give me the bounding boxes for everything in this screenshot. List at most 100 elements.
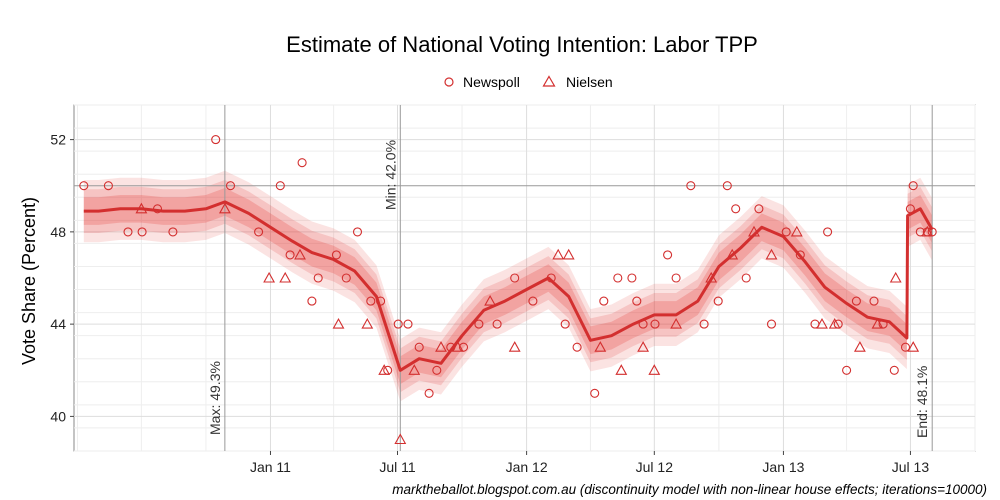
nielsen-point — [748, 225, 760, 237]
newspoll-point — [699, 319, 709, 329]
nielsen-point — [279, 271, 292, 283]
nielsen-point — [361, 317, 374, 329]
reference-lines: Max: 49.3% Min: 42.0% End: 48.1% — [74, 105, 975, 451]
reference-line-label: Max: 49.3% — [207, 361, 223, 435]
x-tick-label: Jul 11 — [379, 459, 416, 475]
newspoll-point — [510, 273, 520, 283]
caption: marktheballot.blogspot.com.au (discontin… — [392, 482, 987, 497]
y-tick-label: 52 — [50, 132, 66, 148]
nielsen-point — [871, 317, 884, 329]
newspoll-point — [403, 319, 413, 329]
confidence-band — [83, 188, 907, 385]
grid — [74, 104, 976, 452]
newspoll-point — [627, 273, 637, 283]
y-tick-label: 44 — [50, 316, 66, 332]
nielsen-point — [921, 225, 934, 237]
newspoll-point — [889, 365, 899, 375]
newspoll-point — [823, 227, 833, 237]
legend: Newspoll Nielsen — [444, 74, 613, 90]
newspoll-point — [285, 250, 295, 260]
x-tick-label: Jan 12 — [506, 459, 548, 475]
x-tick-label: Jul 12 — [636, 459, 674, 475]
newspoll-point — [152, 204, 163, 214]
poll-points — [79, 135, 937, 445]
nielsen-point — [907, 341, 920, 352]
nielsen-point — [135, 202, 148, 214]
nielsen-point — [648, 364, 661, 375]
newspoll-point — [123, 227, 133, 237]
nielsen-point — [451, 341, 464, 352]
newspoll-point — [137, 227, 147, 237]
newspoll-point — [671, 273, 681, 283]
legend-nielsen-marker — [542, 75, 556, 87]
trend-line-group — [83, 200, 934, 372]
newspoll-point — [638, 319, 648, 329]
newspoll-point — [795, 250, 805, 260]
newspoll-point — [393, 319, 403, 329]
newspoll-point — [686, 181, 696, 191]
newspoll-point — [474, 319, 484, 329]
newspoll-point — [307, 296, 317, 306]
nielsen-point — [853, 341, 866, 352]
nielsen-point — [394, 433, 407, 445]
confidence-band — [907, 177, 933, 261]
newspoll-point — [663, 250, 673, 260]
legend-newspoll-marker — [444, 77, 454, 87]
nielsen-point — [765, 248, 778, 260]
y-axis-title: Vote Share (Percent) — [19, 197, 39, 365]
newspoll-point — [103, 181, 113, 191]
newspoll-point — [254, 227, 264, 237]
newspoll-point — [528, 296, 538, 306]
newspoll-point — [341, 273, 351, 283]
nielsen-point — [508, 341, 521, 352]
newspoll-point — [79, 181, 89, 191]
nielsen-point — [294, 248, 306, 260]
x-tick-label: Jan 13 — [762, 459, 804, 475]
newspoll-point — [851, 296, 861, 306]
newspoll-point — [613, 273, 623, 283]
nielsen-point — [816, 317, 828, 329]
nielsen-point — [615, 364, 628, 375]
newspoll-point — [366, 296, 376, 306]
newspoll-point — [650, 319, 660, 329]
newspoll-point — [781, 227, 791, 237]
trend-line — [83, 200, 934, 372]
newspoll-point — [168, 227, 178, 237]
nielsen-point — [828, 317, 841, 329]
reference-line-label: Min: 42.0% — [382, 140, 398, 210]
newspoll-point — [754, 204, 764, 214]
newspoll-point — [869, 296, 879, 306]
nielsen-point — [790, 225, 803, 237]
newspoll-point — [731, 204, 741, 214]
newspoll-point — [458, 342, 469, 352]
legend-nielsen-label: Nielsen — [566, 74, 613, 90]
newspoll-point — [297, 158, 307, 168]
newspoll-point — [432, 365, 442, 375]
newspoll-point — [900, 342, 911, 352]
confidence-bands — [83, 170, 933, 402]
newspoll-point — [414, 342, 424, 352]
newspoll-point — [908, 181, 918, 191]
nielsen-point — [332, 317, 345, 329]
nielsen-point — [408, 364, 421, 375]
nielsen-point — [637, 341, 650, 352]
newspoll-point — [331, 250, 341, 260]
y-tick-label: 40 — [50, 408, 66, 424]
newspoll-point — [275, 181, 285, 191]
nielsen-point — [218, 202, 231, 214]
x-tick-label: Jul 13 — [892, 459, 930, 475]
newspoll-point — [376, 296, 386, 306]
newspoll-point — [352, 227, 363, 237]
nielsen-point — [594, 341, 607, 352]
confidence-band — [83, 170, 907, 402]
newspoll-point — [632, 296, 642, 306]
nielsen-point — [378, 364, 391, 375]
newspoll-point — [842, 365, 852, 375]
newspoll-point — [722, 181, 732, 191]
nielsen-point — [435, 341, 447, 352]
newspoll-point — [766, 319, 777, 329]
legend-newspoll-label: Newspoll — [463, 74, 520, 90]
reference-line-label: End: 48.1% — [914, 366, 930, 438]
nielsen-point — [552, 248, 565, 260]
